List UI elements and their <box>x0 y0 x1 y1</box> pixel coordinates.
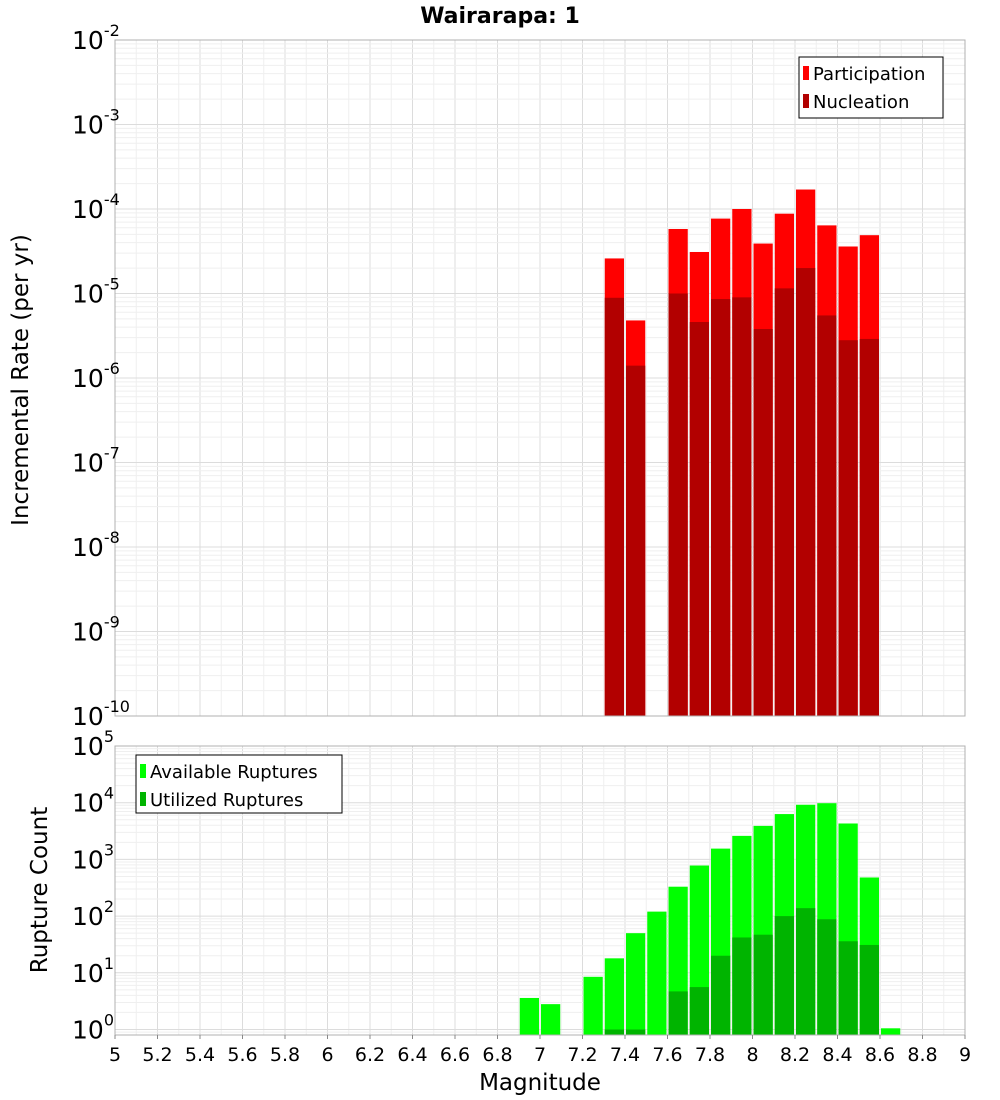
x-tick-label: 7.4 <box>610 1044 640 1066</box>
y-tick-label: 10-9 <box>72 613 120 647</box>
x-tick-label: 8.6 <box>865 1044 895 1066</box>
bar-available-7.55 <box>647 911 667 1035</box>
x-tick-label: 8.2 <box>780 1044 810 1066</box>
x-tick-label: 6.6 <box>440 1044 470 1066</box>
x-tick-label: 8.4 <box>822 1044 852 1066</box>
y-tick-label: 10-8 <box>72 528 120 562</box>
x-tick-label: 5.2 <box>142 1044 172 1066</box>
y-tick-label: 10-3 <box>72 106 120 140</box>
bar-nucleation-7.85 <box>711 299 731 716</box>
y-tick-label: 102 <box>72 897 114 931</box>
x-tick-labels: 5 5.2 5.4 5.6 5.8 6 6.2 6.4 6.6 6.8 7 7.2 7.4 7.6 7.8 8… <box>109 1035 971 1066</box>
bar-nucleation-7.75 <box>689 321 709 716</box>
bar-nucleation-7.45 <box>626 365 646 716</box>
bar-utilized-8.35 <box>817 919 837 1035</box>
bar-available-7.45 <box>626 933 646 1035</box>
x-tick-label: 7.2 <box>567 1044 597 1066</box>
x-tick-label: 9 <box>959 1044 971 1066</box>
bar-utilized-8.15 <box>774 916 794 1035</box>
top-y-axis-label: Incremental Rate (per yr) <box>8 234 34 526</box>
x-tick-label: 7.6 <box>652 1044 682 1066</box>
bar-available-7.05 <box>541 1004 561 1035</box>
bar-utilized-8.55 <box>859 944 879 1035</box>
bar-utilized-7.65 <box>668 991 688 1035</box>
y-tick-label: 104 <box>72 784 114 818</box>
x-tick-label: 6.8 <box>482 1044 512 1066</box>
legend-box <box>135 754 343 814</box>
bar-utilized-7.45 <box>626 1029 646 1035</box>
x-tick-label: 7.8 <box>695 1044 725 1066</box>
bar-available-7.25 <box>583 976 603 1035</box>
x-tick-label: 6.4 <box>397 1044 427 1066</box>
x-tick-label: 5.8 <box>270 1044 300 1066</box>
bar-available-8.65 <box>881 1028 901 1035</box>
x-tick-label: 5.6 <box>227 1044 257 1066</box>
bar-nucleation-8.55 <box>859 338 879 716</box>
bar-nucleation-7.95 <box>732 297 752 716</box>
y-tick-label: 10-4 <box>72 190 120 224</box>
x-tick-label: 7 <box>534 1044 546 1066</box>
bar-nucleation-7.35 <box>604 297 624 716</box>
legend-swatch-nucleation <box>803 94 809 108</box>
y-tick-label: 105 <box>72 727 114 761</box>
bottom-plot: 100 101 102 103 104 105 5 5.2 5.4 5.6 5.8 6 6.2 6.4 6… <box>27 727 971 1096</box>
bar-utilized-7.75 <box>689 987 709 1035</box>
y-tick-label: 10-10 <box>72 697 130 731</box>
legend-swatch-participation <box>803 66 809 80</box>
x-tick-label: 6 <box>321 1044 333 1066</box>
y-tick-label: 10-6 <box>72 359 120 393</box>
y-tick-label: 100 <box>72 1011 114 1045</box>
x-tick-label: 6.2 <box>355 1044 385 1066</box>
y-tick-label: 10-7 <box>72 444 120 478</box>
legend-label: Nucleation <box>813 92 909 113</box>
chart-title: Wairarapa: 1 <box>420 4 580 29</box>
bottom-bars <box>519 803 901 1035</box>
x-tick-label: 5.4 <box>185 1044 215 1066</box>
y-tick-label: 103 <box>72 840 114 874</box>
legend-label: Utilized Ruptures <box>150 790 303 811</box>
bar-utilized-8.45 <box>838 941 858 1035</box>
legend-label: Participation <box>813 64 925 85</box>
bar-utilized-7.35 <box>604 1029 624 1035</box>
legend-swatch-available <box>140 764 146 778</box>
bar-available-7.35 <box>604 958 624 1035</box>
top-plot-frame <box>114 39 966 717</box>
bar-utilized-7.95 <box>732 937 752 1035</box>
bar-utilized-8.25 <box>796 908 816 1035</box>
x-tick-label: 8.8 <box>907 1044 937 1066</box>
bar-nucleation-8.35 <box>817 315 837 716</box>
y-tick-label: 10-5 <box>72 275 120 309</box>
legend-label: Available Ruptures <box>150 762 318 783</box>
bar-nucleation-7.65 <box>668 293 688 716</box>
top-plot: 10-10 10-9 10-8 10-7 10-6 10-5 10-4 10-3 10-2 In… <box>8 21 966 731</box>
bar-nucleation-8.45 <box>838 340 858 716</box>
bottom-legend: Available Ruptures Utilized Ruptures <box>135 754 343 814</box>
x-axis-label: Magnitude <box>479 1070 601 1096</box>
top-grid <box>114 39 966 717</box>
bar-nucleation-8.15 <box>774 288 794 716</box>
top-bars <box>604 189 879 717</box>
bottom-y-axis-label: Rupture Count <box>27 807 53 973</box>
legend-box <box>798 56 944 119</box>
x-tick-label: 8 <box>746 1044 758 1066</box>
top-y-tick-labels: 10-10 10-9 10-8 10-7 10-6 10-5 10-4 10-3 10-2 <box>72 21 130 731</box>
bottom-y-tick-labels: 100 101 102 103 104 105 <box>72 727 114 1045</box>
bar-utilized-7.85 <box>711 955 731 1035</box>
bar-nucleation-8.05 <box>753 329 773 716</box>
bar-available-6.95 <box>519 997 539 1035</box>
bar-nucleation-8.25 <box>796 268 816 716</box>
top-legend: Participation Nucleation <box>798 56 944 119</box>
legend-swatch-utilized <box>140 792 146 806</box>
bar-utilized-8.05 <box>753 934 773 1035</box>
y-tick-label: 10-2 <box>72 21 120 55</box>
y-tick-label: 101 <box>72 954 114 988</box>
x-tick-label: 5 <box>109 1044 121 1066</box>
